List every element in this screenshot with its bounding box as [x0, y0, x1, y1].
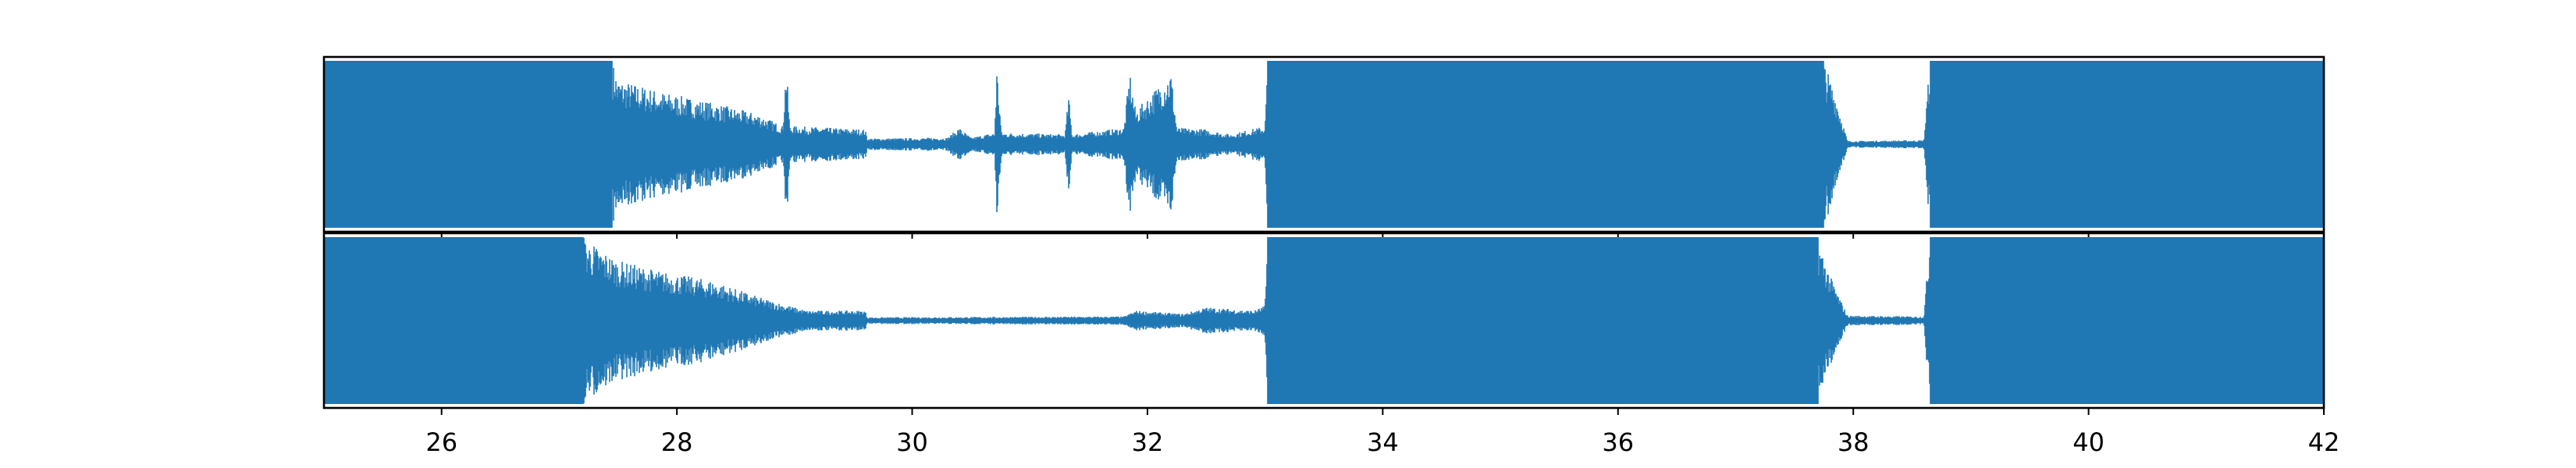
x-tick-label: 38	[1838, 427, 1870, 457]
channel-2-frame	[322, 232, 2325, 410]
channel-2-ticks	[440, 408, 2325, 415]
x-tick-label: 36	[1602, 427, 1634, 457]
x-axis: 26 28 30 32 34 36 38 40 42	[425, 427, 2339, 457]
x-tick-label: 42	[2308, 427, 2340, 457]
waveform-trace-channel-2	[324, 237, 2324, 404]
channel-1-waveform	[324, 61, 2324, 228]
x-tick-label: 34	[1367, 427, 1399, 457]
channel-2-waveform	[324, 237, 2324, 404]
x-tick-label: 26	[425, 427, 457, 457]
channel-1-frame	[322, 55, 2325, 233]
x-tick-label: 30	[896, 427, 928, 457]
x-tick-label: 28	[661, 427, 693, 457]
channel-1-panel	[322, 55, 2325, 239]
waveform-trace-channel-1	[324, 61, 2324, 228]
channel-2-panel	[322, 232, 2325, 415]
x-tick-label: 32	[1132, 427, 1164, 457]
x-tick-label: 40	[2073, 427, 2105, 457]
